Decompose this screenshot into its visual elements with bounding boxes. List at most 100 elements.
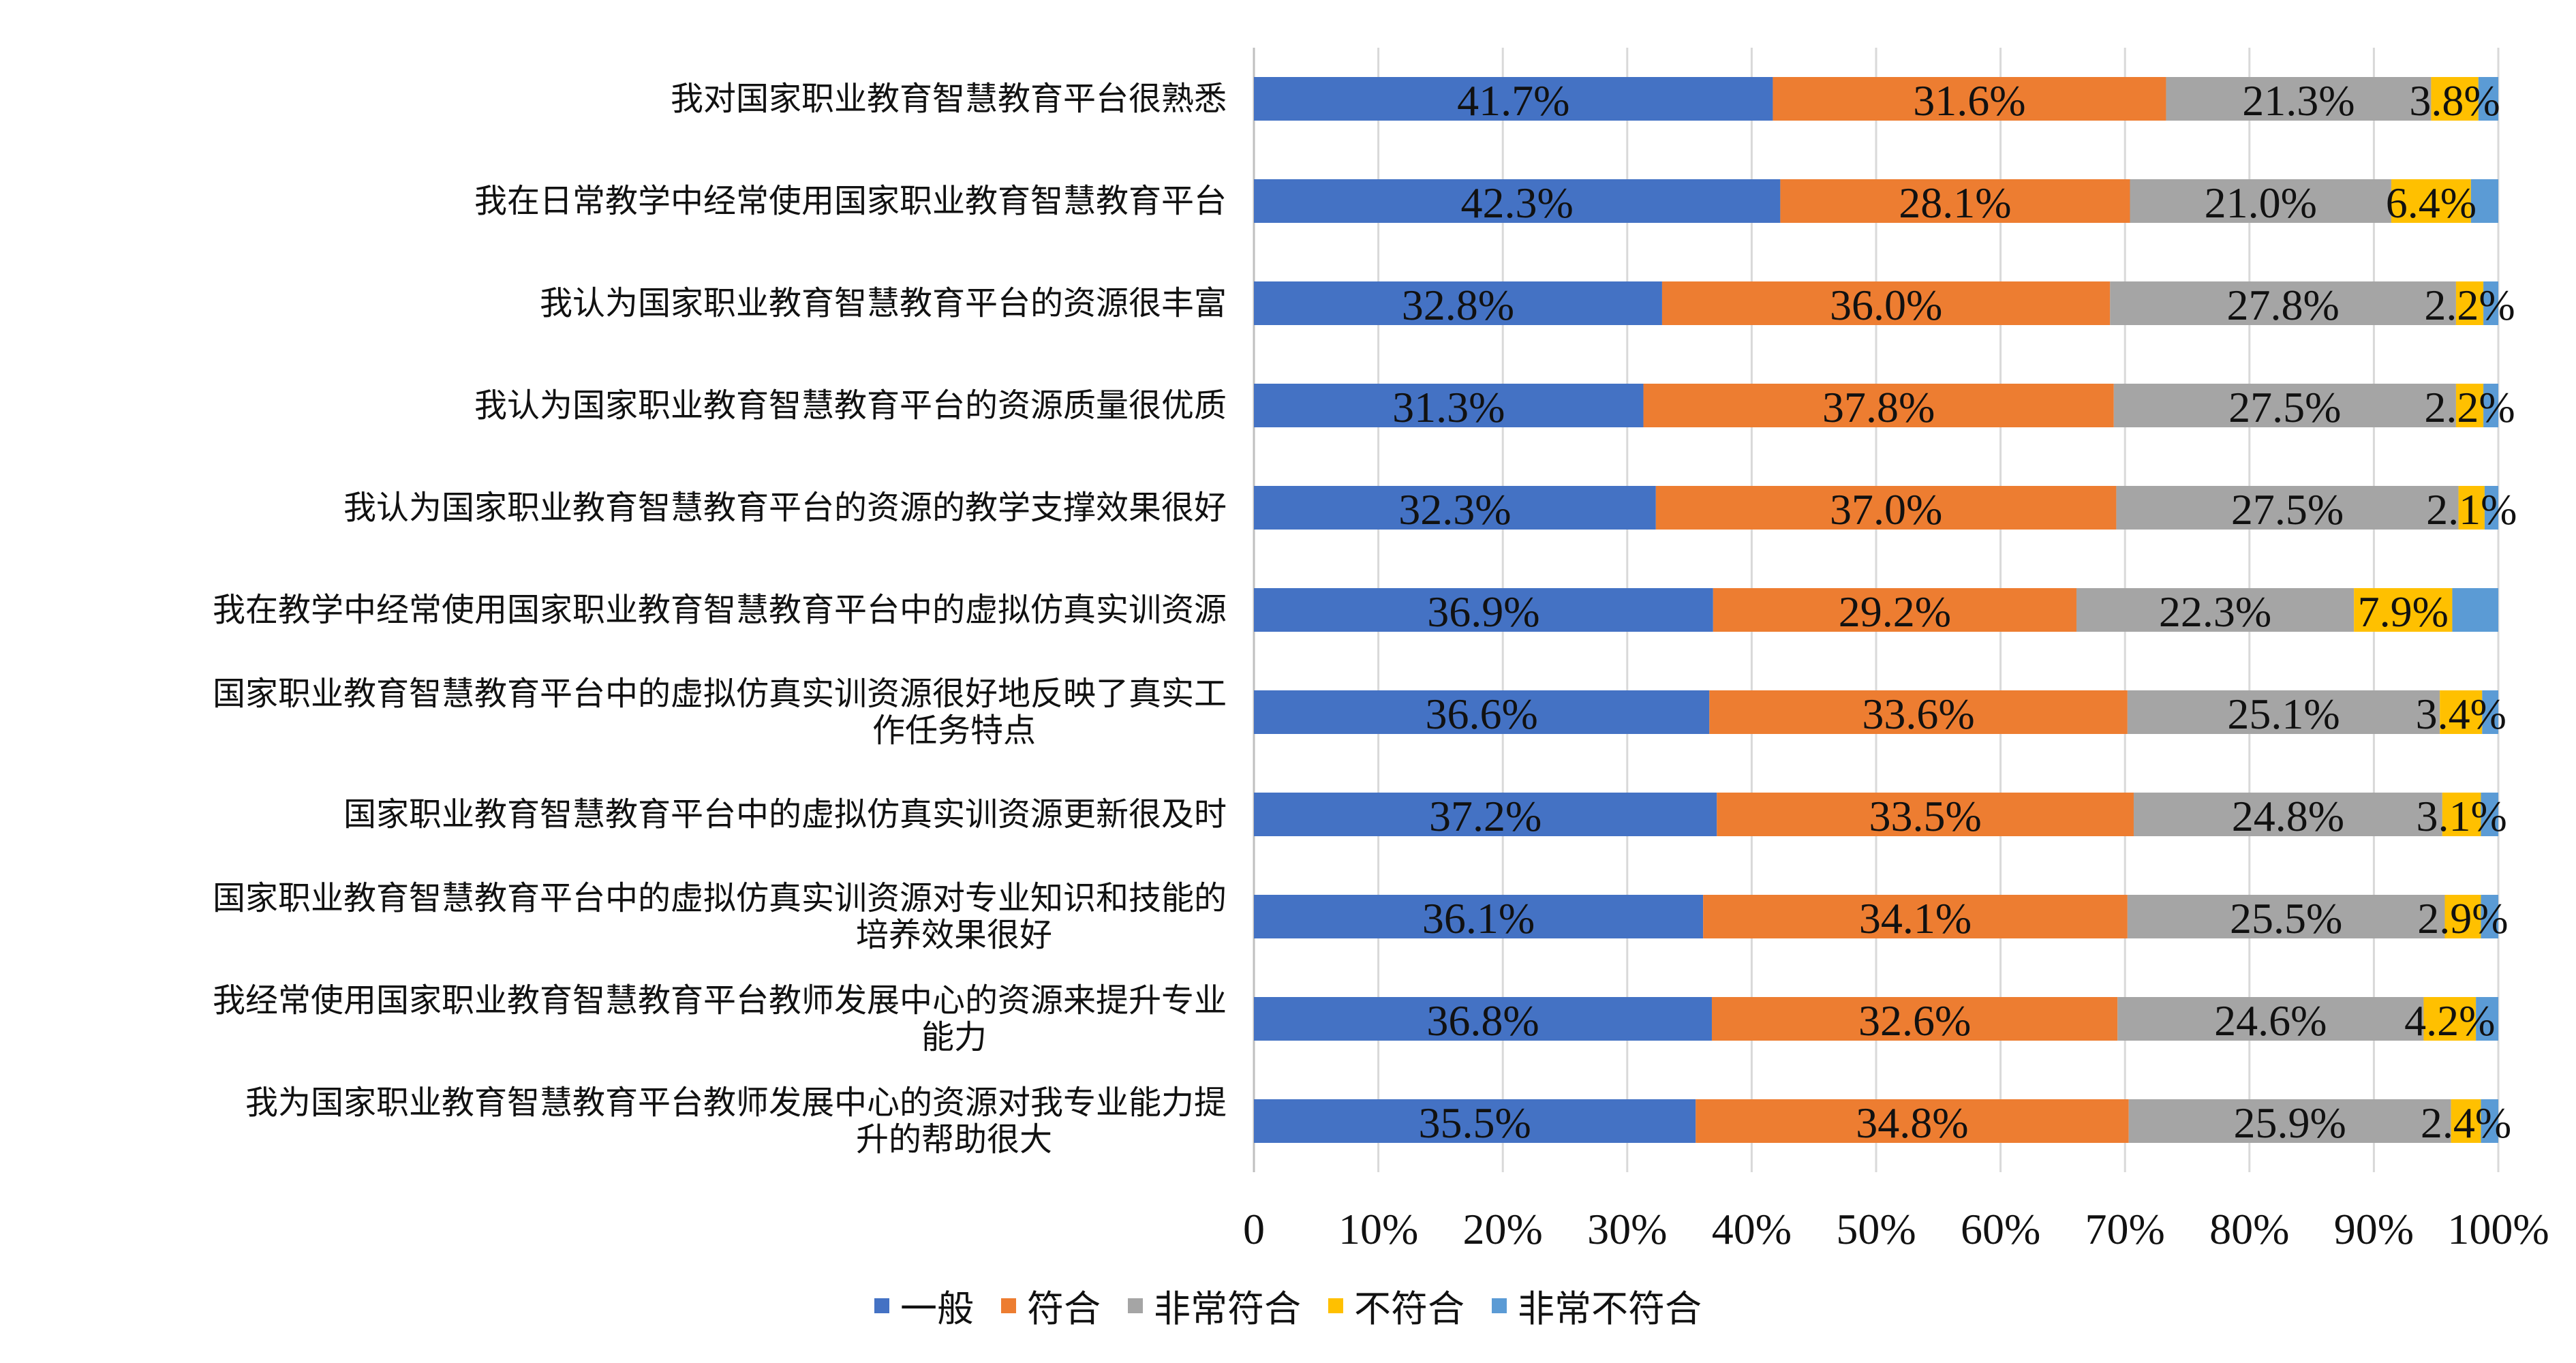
data-label: 27.5% xyxy=(2228,383,2341,431)
data-label: 33.5% xyxy=(1869,792,1981,840)
data-label: 7.9% xyxy=(2358,587,2449,636)
legend-label: 一般 xyxy=(900,1287,974,1330)
data-label: 41.7% xyxy=(1457,76,1569,125)
data-label: 3.8% xyxy=(2409,76,2500,125)
category-label: 国家职业教育智慧教育平台中的虚拟仿真实训资源对专业知识和技能的 xyxy=(213,879,1227,917)
bar-segment xyxy=(2440,690,2483,734)
data-label: 2.2% xyxy=(2424,281,2515,329)
x-tick-label: 70% xyxy=(2085,1205,2165,1253)
data-label: 3.1% xyxy=(2416,792,2506,840)
bar-segment xyxy=(1713,588,2076,632)
bar-segment xyxy=(2455,384,2484,427)
data-label: 2.4% xyxy=(2421,1099,2511,1147)
category-label: 国家职业教育智慧教育平台中的虚拟仿真实训资源更新很及时 xyxy=(343,795,1227,833)
data-label: 36.9% xyxy=(1427,587,1539,636)
data-label: 2.2% xyxy=(2424,383,2515,431)
legend-swatch xyxy=(874,1298,889,1313)
category-label: 我认为国家职业教育智慧教育平台的资源的教学支撑效果很好 xyxy=(343,489,1227,527)
data-label: 36.0% xyxy=(1830,281,1942,329)
category-label: 国家职业教育智慧教育平台中的虚拟仿真实训资源很好地反映了真实工 xyxy=(213,675,1227,713)
bar-segment xyxy=(2458,486,2485,530)
x-tick-label: 90% xyxy=(2334,1205,2414,1253)
bar-segment xyxy=(2127,690,2440,734)
bar-segment xyxy=(2483,281,2498,325)
category-label: 我认为国家职业教育智慧教育平台的资源很丰富 xyxy=(540,284,1227,322)
x-tick-label: 10% xyxy=(1338,1205,1418,1253)
x-tick-label: 20% xyxy=(1463,1205,1543,1253)
bar-segment xyxy=(2476,997,2498,1041)
bar-segment xyxy=(1254,793,1717,836)
x-tick-label: 60% xyxy=(1961,1205,2040,1253)
data-label: 25.9% xyxy=(2233,1099,2346,1147)
data-label: 36.6% xyxy=(1426,690,1538,738)
x-tick-label: 100% xyxy=(2447,1205,2549,1253)
bar-segment xyxy=(1254,997,1712,1041)
bar-segment xyxy=(1703,895,2128,938)
bar-segment xyxy=(1254,77,1773,121)
bar-segment xyxy=(1661,281,2111,325)
bar-segment xyxy=(1711,997,2118,1041)
data-label: 37.0% xyxy=(1830,485,1942,534)
legend-swatch xyxy=(1492,1298,1507,1313)
category-label: 升的帮助很大 xyxy=(856,1120,1052,1159)
bars xyxy=(1254,77,2498,1143)
category-label: 我对国家职业教育智慧教育平台很熟悉 xyxy=(671,80,1227,118)
data-label: 32.8% xyxy=(1402,281,1514,329)
x-tick-label: 80% xyxy=(2209,1205,2289,1253)
bar-segment xyxy=(1254,486,1656,530)
x-tick-label: 0 xyxy=(1243,1205,1265,1253)
x-tick-label: 50% xyxy=(1836,1205,1916,1253)
bar-segment xyxy=(1780,179,2130,223)
bar-segment xyxy=(2117,997,2424,1041)
bar-segment xyxy=(2444,895,2481,938)
bar-segment xyxy=(2470,179,2498,223)
bar-segment xyxy=(2431,77,2479,121)
data-label: 37.2% xyxy=(1429,792,1542,840)
bar-segment xyxy=(2076,588,2355,632)
category-label: 我在教学中经常使用国家职业教育智慧教育平台中的虚拟仿真实训资源 xyxy=(213,591,1227,629)
legend-label: 不符合 xyxy=(1354,1287,1465,1330)
bar-segment xyxy=(1643,384,2114,427)
bar-segment xyxy=(1254,281,1662,325)
data-label: 27.5% xyxy=(2231,485,2344,534)
data-label: 34.1% xyxy=(1859,894,1972,943)
category-label: 培养效果很好 xyxy=(856,916,1052,954)
category-label: 我为国家职业教育智慧教育平台教师发展中心的资源对我专业能力提 xyxy=(245,1084,1227,1122)
x-axis-tick-labels: 0 10% 20% 30% 40% 50% 60% 70% 80% 90% 100% xyxy=(1243,1205,2549,1253)
data-label: 24.8% xyxy=(2232,792,2344,840)
data-label: 25.5% xyxy=(2230,894,2342,943)
data-label: 31.6% xyxy=(1913,76,2025,125)
data-label: 2.9% xyxy=(2417,894,2508,943)
category-label: 我经常使用国家职业教育智慧教育平台教师发展中心的资源来提升专业 xyxy=(213,981,1227,1020)
bar-segment xyxy=(2166,77,2432,121)
x-tick-label: 40% xyxy=(1712,1205,1792,1253)
data-label: 27.8% xyxy=(2226,281,2339,329)
bar-segment xyxy=(2133,793,2442,836)
bar-segment xyxy=(2128,1099,2451,1143)
bar-segment xyxy=(2484,486,2498,530)
bar-segment xyxy=(1773,77,2166,121)
legend-swatch xyxy=(1128,1298,1143,1313)
data-label: 22.3% xyxy=(2159,587,2271,636)
bar-segment xyxy=(1655,486,2117,530)
bar-segment xyxy=(2423,997,2477,1041)
x-tick-label: 30% xyxy=(1587,1205,1667,1253)
data-label: 6.4% xyxy=(2386,179,2477,227)
data-label: 21.3% xyxy=(2242,76,2355,125)
bar-segment xyxy=(2130,179,2391,223)
legend-label: 非常符合 xyxy=(1154,1287,1301,1330)
legend-swatch xyxy=(1328,1298,1343,1313)
bar-segment xyxy=(1254,179,1781,223)
data-label: 34.8% xyxy=(1856,1099,1968,1147)
bar-segment xyxy=(2483,384,2498,427)
bar-segment xyxy=(2482,690,2498,734)
data-label: 36.8% xyxy=(1426,996,1539,1045)
data-label: 35.5% xyxy=(1418,1099,1531,1147)
bar-segment xyxy=(2451,1099,2481,1143)
data-label: 32.3% xyxy=(1398,485,1511,534)
bar-segment xyxy=(2127,895,2445,938)
bar-segment xyxy=(2455,281,2484,325)
bar-segment xyxy=(2481,793,2498,836)
bar-segment xyxy=(2442,793,2481,836)
